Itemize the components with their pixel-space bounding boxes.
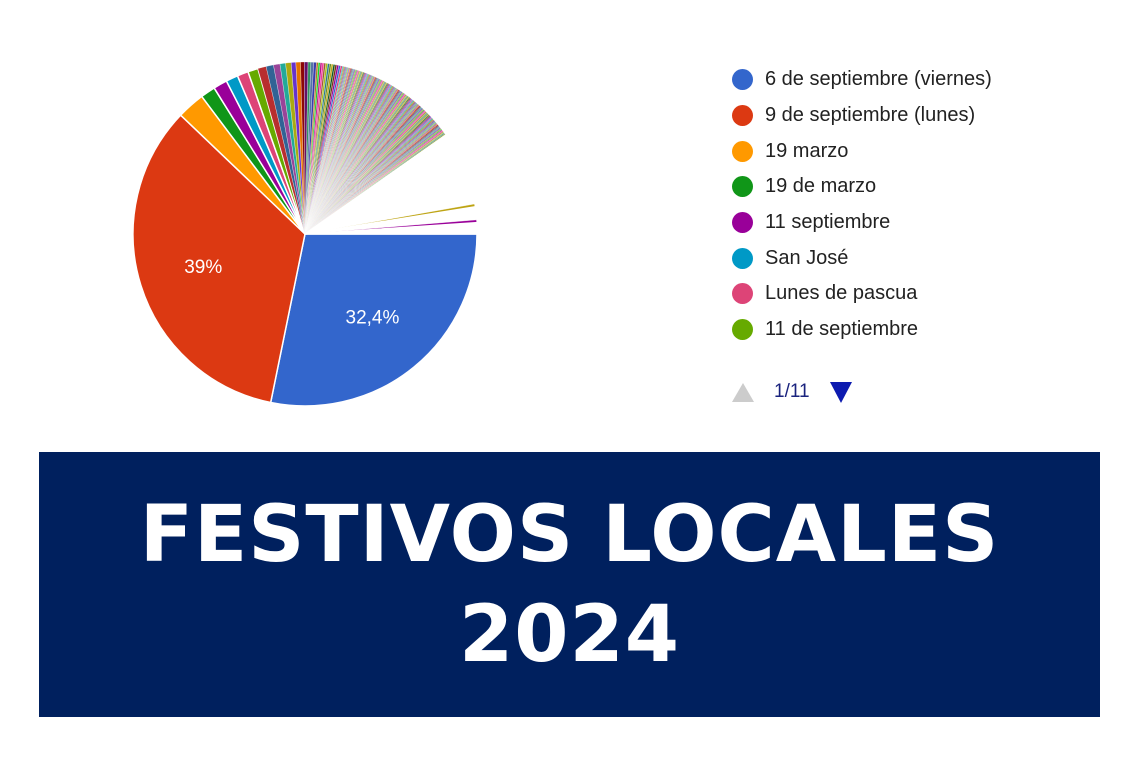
pie-slice-label-0: 32,4% <box>346 308 400 329</box>
legend-item[interactable]: San José <box>732 240 1112 276</box>
legend-swatch <box>732 140 753 162</box>
legend-label: 9 de septiembre (lunes) <box>765 104 976 127</box>
legend-item[interactable]: 9 de septiembre (lunes) <box>732 98 1112 134</box>
pie-chart: 32,4% 39% <box>132 61 478 407</box>
pie-slice-1 <box>132 114 306 404</box>
legend-swatch <box>732 212 753 234</box>
legend-label: Lunes de pascua <box>765 282 918 305</box>
legend-swatch <box>732 247 753 269</box>
pager-prev-icon[interactable] <box>732 382 754 402</box>
legend-label: 11 de septiembre <box>765 318 919 341</box>
legend-label: 19 de marzo <box>765 175 877 198</box>
legend-item[interactable]: 19 de marzo <box>732 169 1112 205</box>
legend-pager: 1/11 <box>732 378 852 406</box>
legend-item[interactable]: 11 septiembre <box>732 205 1112 241</box>
pie-slice-173 <box>304 221 478 235</box>
pie-slice-label-1: 39% <box>184 257 222 278</box>
legend-label: 19 marzo <box>765 139 849 162</box>
chart-legend: 6 de septiembre (viernes) 9 de septiembre… <box>732 62 1112 348</box>
legend-item[interactable]: 19 marzo <box>732 133 1112 169</box>
banner-year: 2024 <box>458 589 681 680</box>
legend-label: 6 de septiembre (viernes) <box>765 68 992 91</box>
legend-swatch <box>732 283 753 305</box>
title-banner: FESTIVOS LOCALES 2024 <box>39 452 1100 717</box>
legend-label: 11 septiembre <box>765 211 891 234</box>
banner-title: FESTIVOS LOCALES <box>139 489 1000 580</box>
legend-label: San José <box>765 246 849 269</box>
legend-item[interactable]: Lunes de pascua <box>732 276 1112 312</box>
legend-swatch <box>732 69 753 91</box>
legend-swatch <box>732 319 753 341</box>
pie-slice-0 <box>269 233 478 407</box>
pager-page-text: 1/11 <box>774 381 810 402</box>
legend-swatch <box>732 176 753 198</box>
legend-item[interactable]: 11 de septiembre <box>732 312 1112 348</box>
legend-swatch <box>732 105 753 127</box>
pager-next-icon[interactable] <box>829 381 852 403</box>
legend-item[interactable]: 6 de septiembre (viernes) <box>732 62 1112 98</box>
